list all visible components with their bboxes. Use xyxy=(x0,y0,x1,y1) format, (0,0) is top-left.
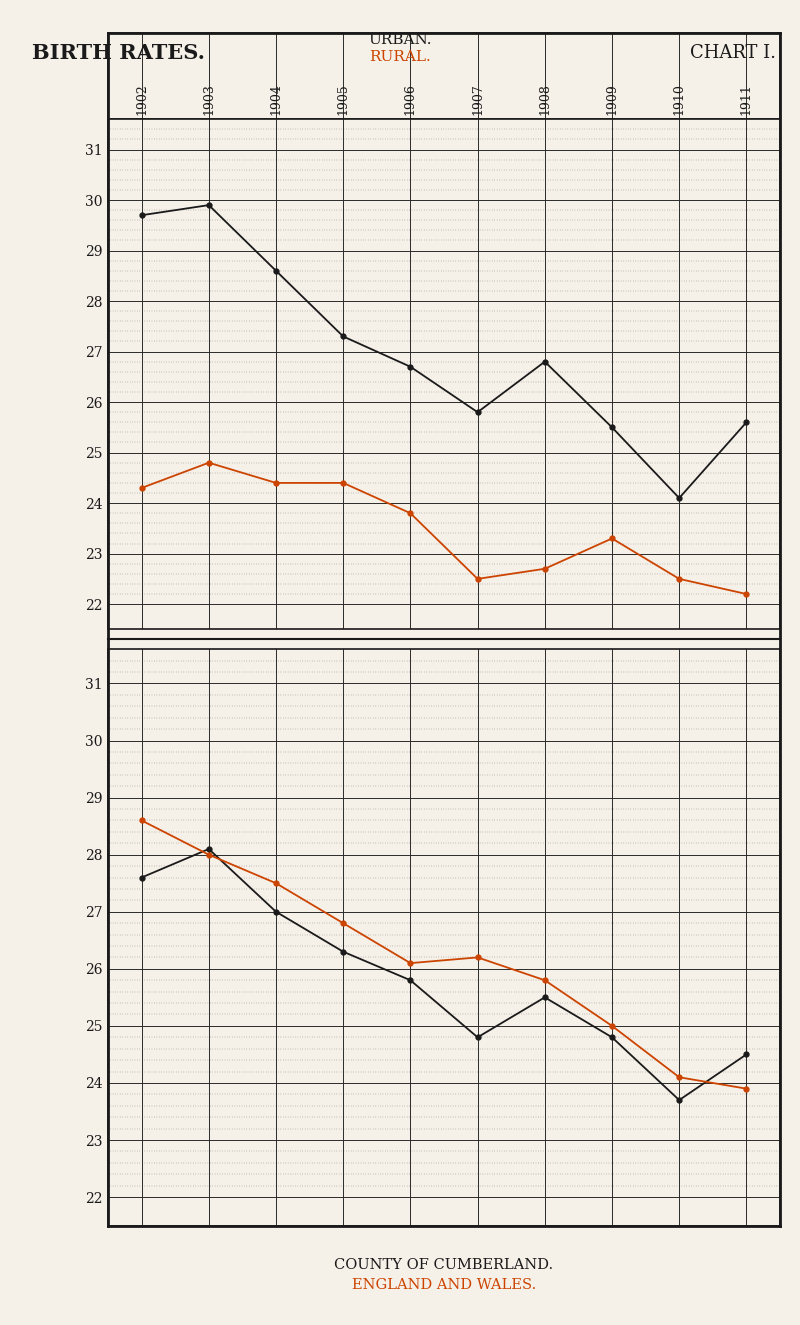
Text: COUNTY OF CUMBERLAND.: COUNTY OF CUMBERLAND. xyxy=(334,1259,554,1272)
Text: BIRTH RATES.: BIRTH RATES. xyxy=(32,42,205,64)
Text: 1911: 1911 xyxy=(740,83,753,115)
Text: RURAL.: RURAL. xyxy=(369,50,431,64)
Text: 1909: 1909 xyxy=(606,83,618,115)
Text: URBAN.: URBAN. xyxy=(368,33,432,46)
Text: CHART I.: CHART I. xyxy=(690,44,776,62)
Text: 1910: 1910 xyxy=(673,83,686,115)
Text: 1905: 1905 xyxy=(337,83,350,115)
Text: 1904: 1904 xyxy=(270,83,282,115)
Text: 1903: 1903 xyxy=(202,83,215,115)
Text: 1908: 1908 xyxy=(538,83,551,115)
Text: 1902: 1902 xyxy=(135,83,148,115)
Text: ENGLAND AND WALES.: ENGLAND AND WALES. xyxy=(352,1279,536,1292)
Text: 1907: 1907 xyxy=(471,83,484,115)
Text: 1906: 1906 xyxy=(404,83,417,115)
